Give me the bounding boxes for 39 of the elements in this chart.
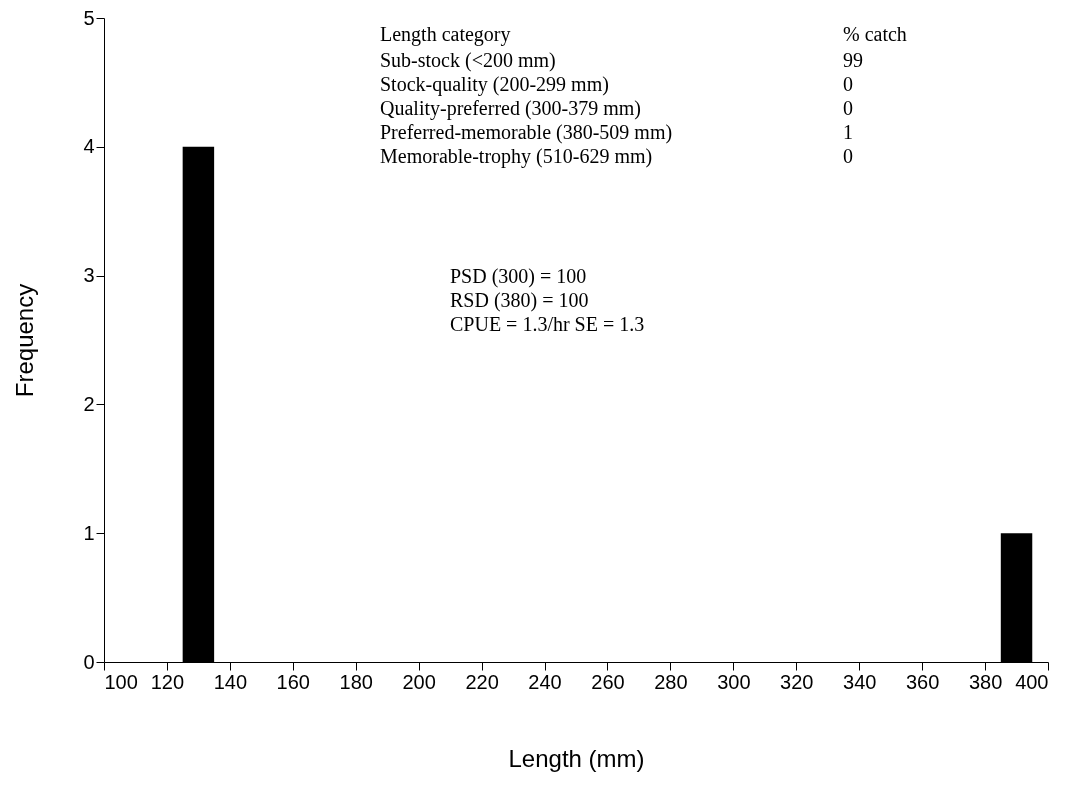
x-tick-label: 300	[717, 670, 751, 693]
x-tick-label: 360	[905, 670, 940, 693]
y-axis-title: Frequency	[11, 283, 39, 398]
x-tick-label: 160	[276, 670, 310, 693]
annotation: Stock-quality (200-299 mm)	[380, 73, 609, 96]
annotation: Sub-stock (<200 mm)	[380, 49, 556, 72]
annotation: Quality-preferred (300-379 mm)	[380, 97, 642, 120]
annotation: % catch	[843, 23, 907, 45]
x-tick-label: 180	[339, 670, 373, 693]
y-tick-label: 4	[83, 135, 95, 158]
annotation: 1	[843, 121, 853, 143]
x-tick-label: 140	[213, 670, 248, 693]
y-tick-label: 3	[83, 264, 95, 287]
x-tick-label: 260	[591, 670, 625, 693]
annotation: CPUE = 1.3/hr SE = 1.3	[450, 313, 645, 335]
annotation: 99	[843, 49, 863, 71]
x-axis-title: Length (mm)	[508, 744, 645, 772]
annotation: Length category	[380, 23, 511, 46]
x-tick-label: 240	[528, 670, 562, 693]
annotation: Memorable-trophy (510-629 mm)	[380, 145, 653, 168]
x-tick-label: 120	[150, 670, 185, 693]
x-tick-label: 340	[843, 670, 877, 693]
annotation: 0	[843, 145, 853, 167]
annotation: RSD (380) = 100	[450, 289, 589, 312]
annotation: Preferred-memorable (380-509 mm)	[380, 121, 673, 144]
y-tick-label: 2	[83, 392, 95, 415]
annotation: PSD (300) = 100	[450, 265, 587, 288]
x-tick-label: 280	[654, 670, 688, 693]
x-tick-label: 100	[104, 670, 138, 693]
x-tick-label: 400	[1015, 670, 1049, 693]
x-tick-label: 380	[968, 670, 1003, 693]
annotation: 0	[843, 73, 853, 95]
y-tick-label: 0	[83, 650, 95, 673]
x-tick-label: 200	[402, 670, 436, 693]
y-tick-label: 1	[83, 521, 95, 544]
y-tick-label: 5	[83, 6, 95, 29]
annotation: 0	[843, 97, 853, 119]
x-tick-label: 320	[780, 670, 814, 693]
x-tick-label: 220	[465, 670, 499, 693]
